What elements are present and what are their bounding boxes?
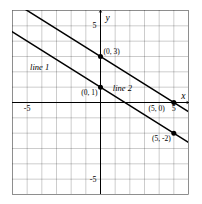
svg-text:(0, 3): (0, 3) — [104, 47, 121, 56]
svg-text:5: 5 — [93, 21, 97, 30]
svg-text:(5, 0): (5, 0) — [149, 104, 166, 113]
svg-text:-5: -5 — [90, 175, 97, 184]
svg-text:line 1: line 1 — [30, 62, 49, 72]
svg-text:5: 5 — [172, 104, 176, 113]
svg-text:(0, 1): (0, 1) — [81, 88, 98, 97]
svg-text:y: y — [105, 13, 111, 23]
svg-text:(5, -2): (5, -2) — [152, 134, 171, 143]
svg-text:-5: -5 — [24, 104, 31, 113]
svg-text:line 2: line 2 — [113, 83, 133, 93]
svg-text:x: x — [180, 91, 186, 101]
